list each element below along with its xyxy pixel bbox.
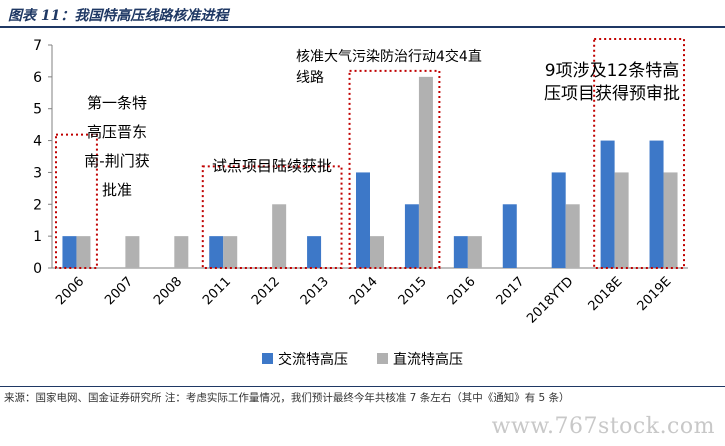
- legend-swatch: [262, 353, 273, 364]
- x-tick-label: 2019E: [635, 274, 675, 314]
- x-tick-label: 2014: [347, 274, 381, 308]
- header-rule: [0, 26, 725, 28]
- bar-ac: [453, 236, 468, 268]
- x-tick-label: 2006: [53, 274, 87, 308]
- annotation-text: 高压晋东: [87, 123, 147, 141]
- bar-dc: [614, 172, 629, 268]
- watermark: www.767stock.com: [491, 414, 715, 439]
- legend-label: 交流特高压: [278, 351, 348, 368]
- legend: 交流特高压 直流特高压: [262, 351, 463, 368]
- x-tick-label: 2008: [151, 274, 185, 308]
- bar-ac: [307, 236, 322, 268]
- bar-ac: [649, 140, 664, 268]
- y-axis: 0 1 2 3 4 5 6 7: [33, 38, 53, 277]
- annotation-text: 压项目获得预审批: [544, 84, 680, 104]
- bar-dc: [467, 236, 482, 268]
- annotation-text: 试点项目陆续获批: [212, 157, 332, 175]
- bar-dc: [223, 236, 238, 268]
- y-tick-label: 3: [33, 165, 42, 181]
- y-tick-label: 4: [33, 134, 42, 150]
- bar-dc: [663, 172, 678, 268]
- bar-dc: [174, 236, 189, 268]
- bar-dc: [125, 236, 140, 268]
- y-tick-label: 5: [33, 102, 42, 118]
- bar-dc: [565, 204, 580, 268]
- x-tick-label: 2015: [396, 274, 430, 308]
- annotation-text: 9项涉及12条特高: [545, 61, 679, 81]
- bar-ac: [502, 204, 517, 268]
- bar-ac: [404, 204, 419, 268]
- x-tick-label: 2016: [445, 274, 479, 308]
- y-tick-label: 7: [33, 38, 42, 54]
- x-tick-label: 2011: [200, 274, 234, 308]
- y-tick-label: 1: [33, 229, 42, 245]
- bar-dc: [370, 236, 384, 268]
- y-tick-label: 6: [33, 70, 42, 86]
- footer-rule: [0, 386, 725, 387]
- bar-dc: [418, 76, 433, 268]
- bar-ac: [600, 140, 615, 268]
- figure-title: 图表 11：我国特高压线路核准进程: [8, 8, 229, 24]
- bar-dc: [76, 236, 91, 268]
- annotation-text: 第一条特: [87, 94, 147, 112]
- annotation-text: 线路: [296, 70, 324, 86]
- bars: [62, 76, 678, 268]
- x-tick-label: 2018E: [586, 274, 626, 314]
- bar-ac: [551, 172, 566, 268]
- x-tick-label: 2017: [494, 274, 528, 308]
- x-axis: 2006 2007 2008 2011 2012 2013 2014 2015 2016 2017…: [52, 267, 688, 327]
- bar-ac: [209, 236, 224, 268]
- legend-label: 直流特高压: [393, 351, 463, 368]
- source-note: 来源：国家电网、国金证券研究所 注：考虑实际工作量情况，我们预计最终今年共核准 …: [4, 392, 570, 404]
- bar-ac: [62, 236, 77, 268]
- bar-dc: [272, 204, 287, 268]
- highlight-box: [348, 69, 441, 269]
- y-tick-label: 2: [33, 197, 42, 213]
- x-tick-label: 2018YTD: [524, 274, 576, 326]
- bar-chart: 0 1 2 3 4 5 6 7 2006 2007 2008 2011 2012 2013 2014 201…: [33, 38, 688, 368]
- annotation-text: 南-荆门获: [84, 152, 149, 170]
- annotation-text: 批准: [102, 181, 132, 199]
- x-tick-label: 2007: [102, 274, 136, 308]
- highlight-box: [55, 133, 98, 269]
- x-tick-label: 2012: [249, 274, 283, 308]
- highlight-boxes: [55, 38, 686, 269]
- annotation-text: 核准大气污染防治行动4交4直: [296, 48, 482, 65]
- legend-swatch: [377, 353, 388, 364]
- x-tick-label: 2013: [298, 274, 332, 308]
- y-tick-label: 0: [33, 261, 42, 277]
- bar-ac: [356, 172, 370, 268]
